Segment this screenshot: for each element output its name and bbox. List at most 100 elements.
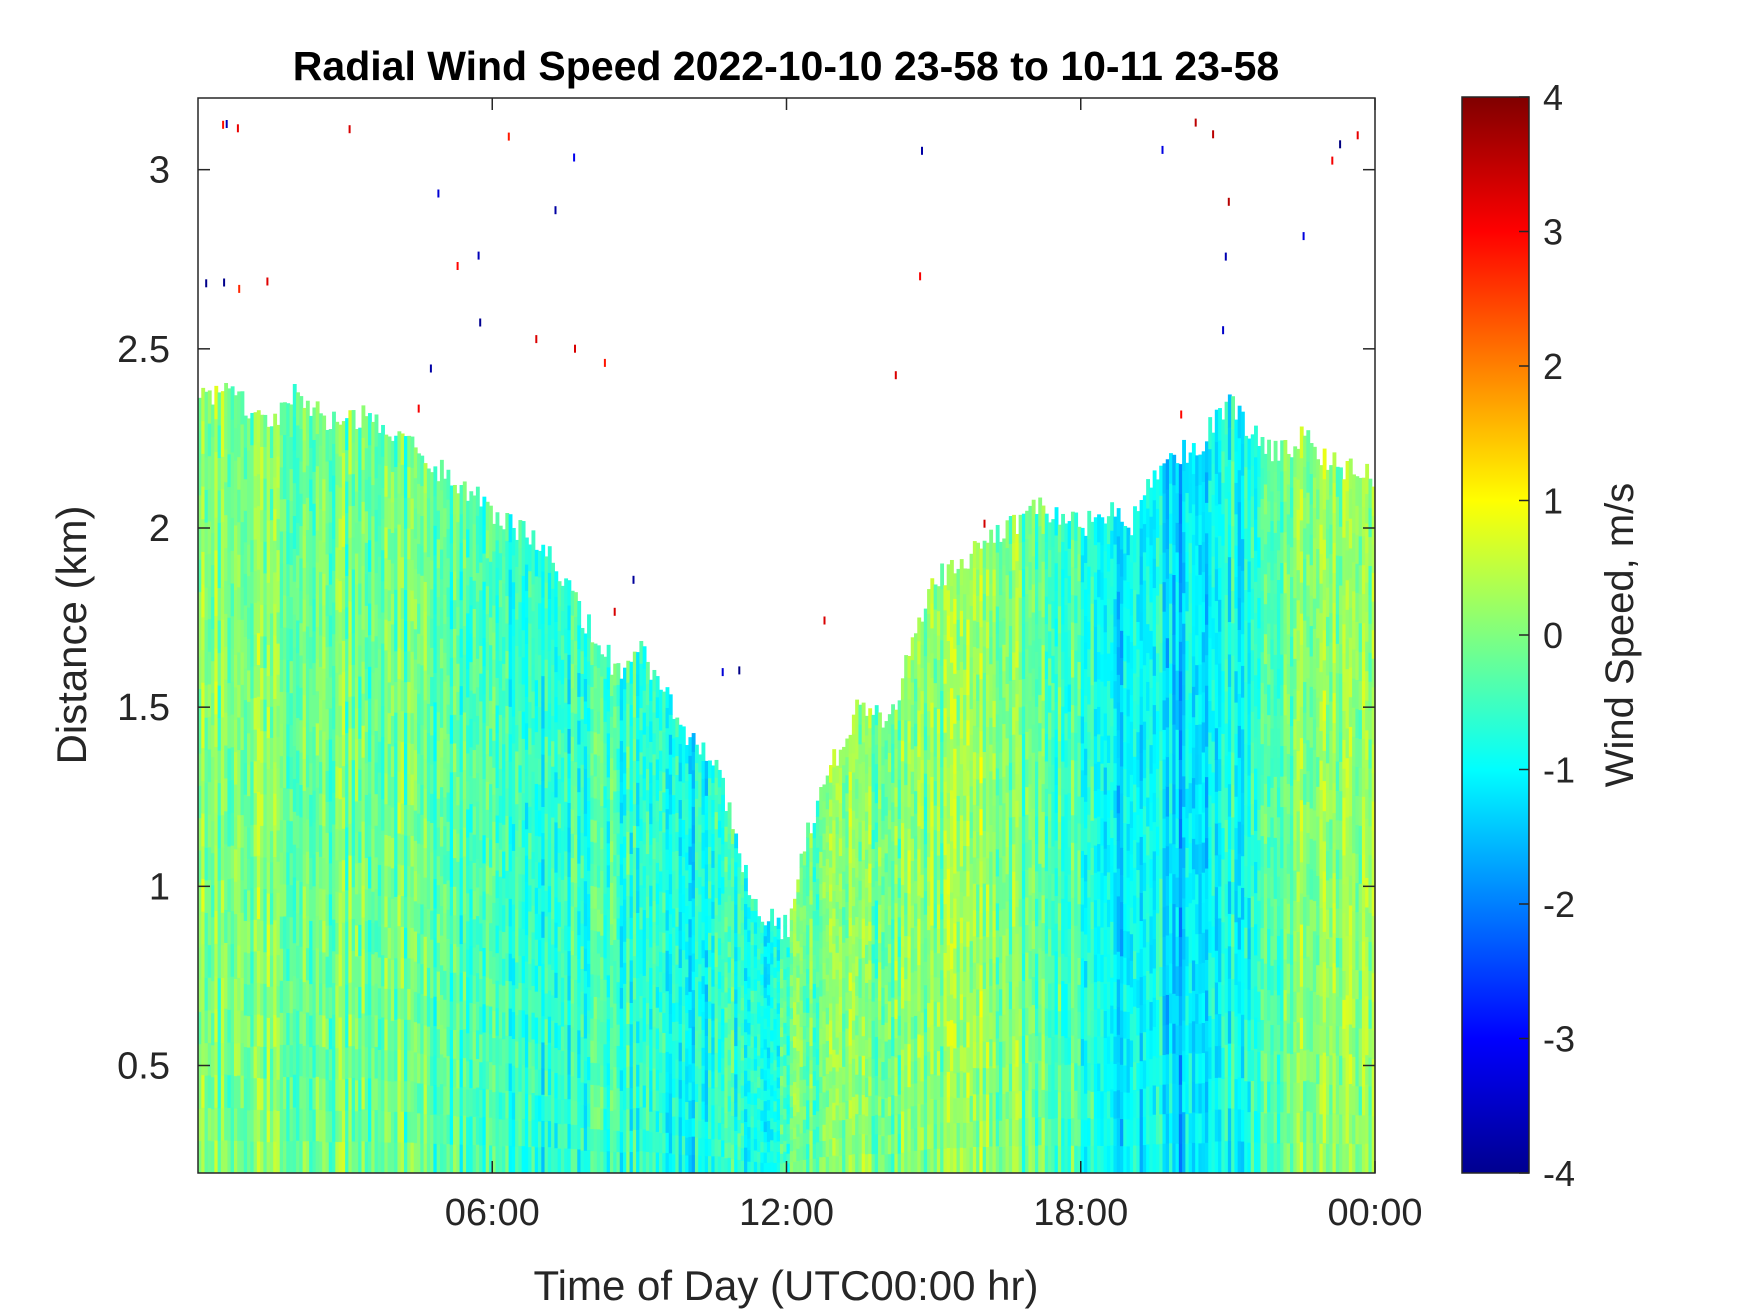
heatmap-cell bbox=[531, 1038, 536, 1067]
heatmap-cell bbox=[403, 835, 408, 867]
heatmap-cell bbox=[309, 415, 314, 449]
heatmap-cell bbox=[224, 679, 229, 713]
heatmap-cell bbox=[815, 893, 820, 910]
heatmap-cell bbox=[508, 953, 513, 982]
heatmap-cell bbox=[806, 968, 810, 984]
heatmap-cell bbox=[845, 919, 850, 939]
heatmap-cell bbox=[423, 965, 428, 996]
heatmap-cell bbox=[322, 951, 327, 985]
heatmap-cell bbox=[626, 1044, 631, 1067]
heatmap-cell bbox=[688, 827, 693, 847]
heatmap-cell bbox=[276, 798, 281, 831]
heatmap-cell bbox=[449, 886, 454, 916]
heatmap-cell bbox=[224, 547, 229, 582]
heatmap-cell bbox=[626, 874, 631, 896]
heatmap-cell bbox=[492, 983, 497, 1012]
heatmap-cell bbox=[531, 931, 536, 960]
heatmap-cell bbox=[534, 1094, 539, 1122]
heatmap-cell bbox=[433, 790, 438, 821]
heatmap-cell bbox=[825, 891, 830, 909]
heatmap-cell bbox=[600, 740, 605, 763]
heatmap-cell bbox=[511, 1011, 516, 1039]
heatmap-cell bbox=[495, 1145, 500, 1173]
heatmap-cell bbox=[740, 872, 745, 886]
heatmap-cell bbox=[858, 977, 863, 998]
heatmap-cell bbox=[211, 564, 215, 598]
heatmap-cell bbox=[714, 1052, 719, 1071]
heatmap-cell bbox=[312, 981, 317, 1014]
heatmap-cell bbox=[420, 455, 425, 487]
heatmap-cell bbox=[855, 857, 860, 878]
heatmap-cell bbox=[747, 987, 752, 1000]
heatmap-cell bbox=[407, 957, 412, 990]
heatmap-cell bbox=[505, 540, 510, 569]
heatmap-cell bbox=[645, 1066, 650, 1089]
heatmap-cell bbox=[626, 1151, 631, 1173]
heatmap-cell bbox=[753, 967, 758, 980]
heatmap-cell bbox=[273, 635, 278, 668]
heatmap-cell bbox=[717, 853, 722, 872]
heatmap-cell bbox=[796, 916, 801, 929]
heatmap-cell bbox=[727, 1080, 732, 1097]
heatmap-cell bbox=[233, 427, 238, 461]
heatmap-cell bbox=[269, 954, 274, 987]
heatmap-cell bbox=[541, 1120, 546, 1148]
heatmap-cell bbox=[632, 1064, 637, 1087]
heatmap-cell bbox=[685, 1119, 690, 1138]
heatmap-cell bbox=[577, 1053, 582, 1079]
heatmap-cell bbox=[573, 979, 578, 1004]
heatmap-cell bbox=[237, 684, 242, 718]
heatmap-cell bbox=[492, 550, 497, 579]
heatmap-cell bbox=[793, 1092, 797, 1105]
heatmap-cell bbox=[825, 775, 830, 793]
heatmap-cell bbox=[286, 852, 291, 885]
heatmap-cell bbox=[276, 674, 281, 706]
heatmap-cell bbox=[299, 1043, 304, 1077]
heatmap-cell bbox=[253, 1014, 258, 1047]
heatmap-cell bbox=[567, 1073, 572, 1100]
heatmap-cell bbox=[247, 952, 251, 985]
heatmap-cell bbox=[204, 424, 209, 458]
heatmap-cell bbox=[417, 1052, 421, 1084]
heatmap-cell bbox=[371, 891, 376, 924]
heatmap-cell bbox=[763, 1152, 768, 1163]
heatmap-cell bbox=[593, 797, 598, 821]
heatmap-cell bbox=[704, 778, 709, 796]
heatmap-cell bbox=[662, 1152, 667, 1173]
heatmap-cell bbox=[410, 1111, 415, 1143]
heatmap-cell bbox=[600, 935, 605, 958]
heatmap-cell bbox=[760, 1099, 765, 1111]
heatmap-cell bbox=[825, 808, 830, 826]
heatmap-cell bbox=[250, 982, 255, 1016]
heatmap-cell bbox=[374, 477, 379, 510]
heatmap-cell bbox=[495, 980, 500, 1009]
heatmap-cell bbox=[387, 896, 392, 928]
heatmap-cell bbox=[198, 688, 202, 722]
heatmap-cell bbox=[750, 1104, 755, 1117]
heatmap-cell bbox=[632, 716, 637, 740]
heatmap-cell bbox=[564, 1024, 569, 1050]
heatmap-cell bbox=[207, 944, 212, 978]
heatmap-cell bbox=[685, 905, 690, 924]
heatmap-cell bbox=[698, 1085, 703, 1104]
heatmap-cell bbox=[636, 1107, 640, 1130]
heatmap-cell bbox=[616, 811, 621, 834]
heatmap-cell bbox=[423, 581, 428, 612]
heatmap-cell bbox=[531, 1012, 536, 1040]
heatmap-cell bbox=[688, 1045, 693, 1065]
heatmap-cell bbox=[838, 1049, 843, 1068]
heatmap-cell bbox=[567, 629, 572, 655]
heatmap-cell bbox=[662, 952, 667, 973]
heatmap-cell bbox=[502, 824, 506, 852]
heatmap-cell bbox=[600, 913, 605, 936]
heatmap-cell bbox=[345, 669, 349, 702]
heatmap-cell bbox=[573, 1051, 578, 1077]
heatmap-cell bbox=[354, 955, 359, 988]
heatmap-cell bbox=[515, 1067, 520, 1095]
heatmap-cell bbox=[681, 930, 686, 951]
heatmap-cell bbox=[495, 897, 500, 926]
heatmap-cell bbox=[760, 994, 765, 1007]
heatmap-cell bbox=[606, 886, 611, 910]
heatmap-cell bbox=[636, 977, 640, 1000]
heatmap-cell bbox=[825, 841, 830, 859]
